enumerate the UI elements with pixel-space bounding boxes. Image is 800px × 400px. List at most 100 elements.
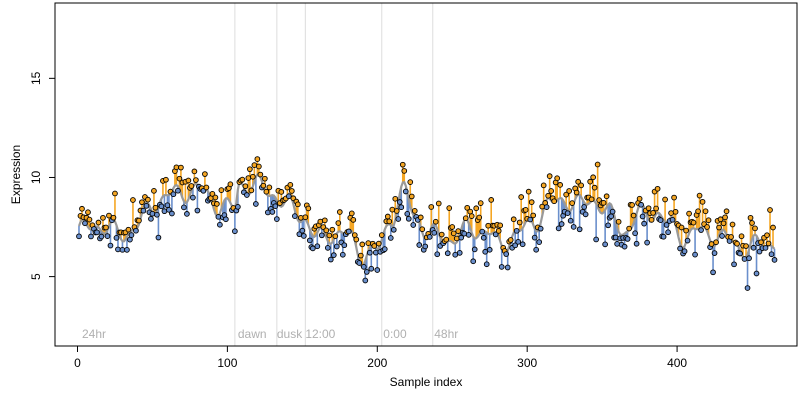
data-point <box>747 214 754 221</box>
data-point <box>515 238 522 245</box>
data-point <box>671 194 677 201</box>
data-point <box>287 182 294 188</box>
data-point <box>416 242 423 248</box>
annotation-label: 48hr <box>434 327 458 341</box>
data-point <box>530 212 537 219</box>
data-point <box>299 227 306 234</box>
annotation-label: 24hr <box>82 327 106 341</box>
data-points <box>76 156 778 291</box>
data-point <box>357 252 364 259</box>
data-point <box>263 188 270 195</box>
data-point <box>546 173 553 180</box>
data-point <box>686 210 692 217</box>
data-point <box>525 188 532 195</box>
data-point <box>483 261 490 268</box>
data-point <box>203 184 210 191</box>
annotation-label: dusk <box>277 327 303 341</box>
data-point <box>428 204 435 210</box>
data-point <box>632 230 638 237</box>
data-point <box>127 236 133 243</box>
data-point <box>573 189 580 196</box>
data-point <box>178 164 184 171</box>
data-point <box>242 183 249 190</box>
data-point <box>492 231 499 238</box>
data-point <box>395 216 402 222</box>
data-point <box>479 228 486 235</box>
data-point <box>256 163 262 170</box>
data-point <box>698 227 704 233</box>
data-point <box>381 246 388 252</box>
data-point <box>244 192 250 198</box>
data-point <box>309 245 316 252</box>
y-tick-label: 5 <box>29 273 43 280</box>
y-axis-label: Expression <box>9 145 23 204</box>
data-point <box>100 214 106 221</box>
data-point <box>443 236 450 243</box>
data-point <box>94 229 100 236</box>
data-point <box>704 224 710 230</box>
data-point <box>112 190 118 197</box>
data-point <box>431 229 438 236</box>
data-point <box>169 210 175 217</box>
data-point <box>710 269 716 276</box>
data-point <box>495 228 502 234</box>
data-point <box>507 237 514 243</box>
data-point <box>482 248 489 255</box>
data-point <box>516 219 523 226</box>
data-point <box>297 214 304 221</box>
data-point <box>737 250 743 257</box>
data-point <box>638 201 644 208</box>
data-point <box>503 251 510 257</box>
data-point <box>398 204 405 211</box>
data-point <box>217 221 223 228</box>
data-point <box>554 175 561 182</box>
data-point <box>175 187 181 194</box>
data-point <box>399 161 406 168</box>
data-point <box>639 213 646 220</box>
data-point <box>453 235 460 242</box>
data-point <box>113 234 120 241</box>
data-point <box>170 191 177 198</box>
data-point <box>590 174 596 181</box>
data-point <box>124 247 130 253</box>
data-point <box>446 205 453 211</box>
data-point <box>260 182 267 189</box>
data-point <box>630 212 637 219</box>
data-point <box>107 242 114 249</box>
data-point <box>202 171 208 177</box>
data-point <box>348 210 355 217</box>
data-point <box>250 173 256 180</box>
data-point <box>713 239 719 246</box>
data-point <box>378 232 385 238</box>
data-point <box>330 252 337 258</box>
data-point <box>587 178 593 185</box>
data-point <box>253 201 259 207</box>
data-point <box>569 200 576 206</box>
data-point <box>488 197 495 203</box>
data-point <box>422 243 429 250</box>
data-point <box>419 226 426 233</box>
data-point <box>155 234 162 241</box>
data-point <box>582 211 589 218</box>
data-point <box>294 201 301 208</box>
data-point <box>464 204 471 211</box>
x-tick-label: 400 <box>667 356 687 370</box>
data-point <box>133 227 139 234</box>
data-point <box>731 261 737 268</box>
data-point <box>629 202 635 208</box>
data-point <box>384 213 391 220</box>
data-point <box>567 217 574 224</box>
data-point <box>645 205 652 212</box>
data-point <box>741 256 748 262</box>
data-point <box>626 225 632 232</box>
data-point <box>728 234 734 240</box>
data-point <box>653 205 659 212</box>
data-point <box>716 224 722 231</box>
data-point <box>341 242 348 249</box>
data-point <box>468 213 475 219</box>
data-point <box>130 197 136 203</box>
data-point <box>215 213 222 220</box>
data-point <box>545 192 552 199</box>
